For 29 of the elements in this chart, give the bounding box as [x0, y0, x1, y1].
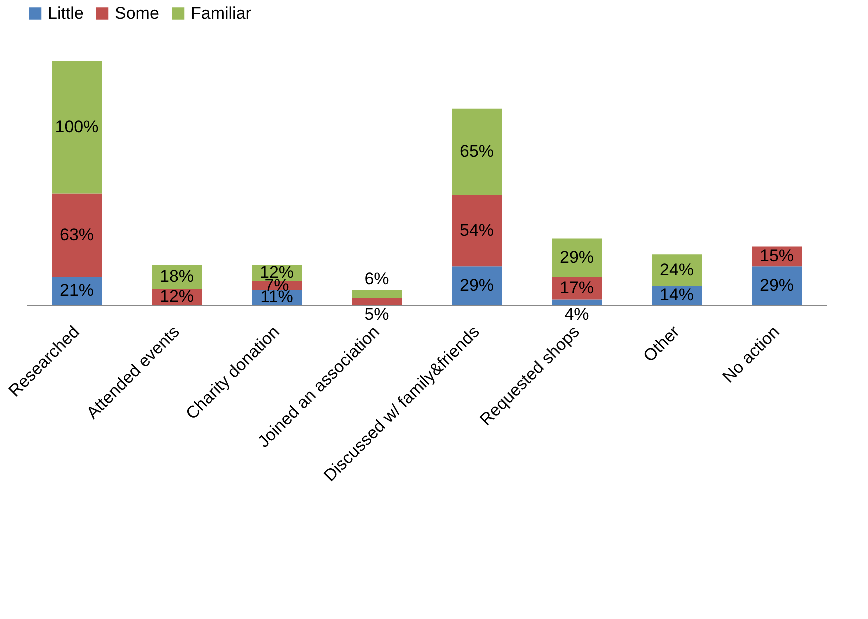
data-label: 14%: [660, 286, 694, 305]
bar: [452, 266, 502, 305]
data-label: 65%: [460, 142, 494, 161]
data-label: 17%: [560, 278, 594, 298]
data-label: 29%: [460, 276, 494, 295]
bar: [352, 290, 402, 298]
data-label: 29%: [760, 276, 794, 295]
data-label: 18%: [160, 267, 194, 286]
data-label: 100%: [55, 117, 99, 136]
data-label: 4%: [564, 305, 590, 324]
bar: [352, 298, 402, 305]
data-label: 54%: [460, 220, 494, 240]
data-label: 29%: [560, 248, 594, 267]
legend-label: Little: [48, 4, 84, 23]
data-label: 24%: [660, 260, 694, 280]
bar: [752, 266, 802, 305]
bar: [552, 300, 602, 305]
data-label: 6%: [364, 269, 390, 288]
data-label: 63%: [60, 225, 94, 244]
bar: [52, 61, 102, 194]
bar: [52, 194, 102, 278]
legend-label: Familiar: [191, 4, 252, 23]
legend-label: Some: [115, 4, 160, 23]
data-label: 12%: [160, 287, 194, 306]
data-label: 5%: [364, 305, 390, 324]
data-label: 15%: [760, 246, 794, 266]
bar: [452, 108, 502, 196]
data-label: 21%: [60, 281, 94, 300]
bar: [452, 195, 502, 267]
